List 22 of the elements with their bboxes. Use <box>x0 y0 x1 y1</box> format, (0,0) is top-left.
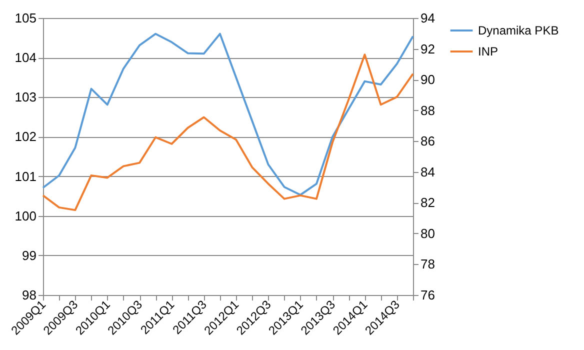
y2-tick-label: 90 <box>420 72 435 88</box>
legend-label: Dynamika PKB <box>478 24 559 38</box>
y-tick-label: 99 <box>22 248 36 263</box>
y-tick-label: 104 <box>14 50 36 66</box>
legend-label: INP <box>478 44 498 58</box>
y-tick-label: 100 <box>14 208 36 224</box>
y2-tick-label: 86 <box>420 134 435 149</box>
y2-tick-label: 92 <box>420 41 435 56</box>
y-tick-label: 103 <box>14 90 36 105</box>
y2-tick-label: 94 <box>420 10 435 26</box>
y2-tick-label: 80 <box>420 226 435 241</box>
y2-tick-label: 76 <box>420 288 435 302</box>
y-tick-label: 98 <box>22 288 36 302</box>
y-tick-label: 105 <box>14 10 36 26</box>
y-tick-label: 102 <box>14 129 36 144</box>
y2-tick-label: 78 <box>420 256 435 272</box>
y2-tick-label: 82 <box>420 195 435 210</box>
y-tick-label: 101 <box>14 168 36 184</box>
y2-tick-label: 88 <box>420 102 435 118</box>
line-series <box>42 54 414 212</box>
line-series <box>42 32 414 196</box>
y2-tick-label: 84 <box>420 164 435 180</box>
